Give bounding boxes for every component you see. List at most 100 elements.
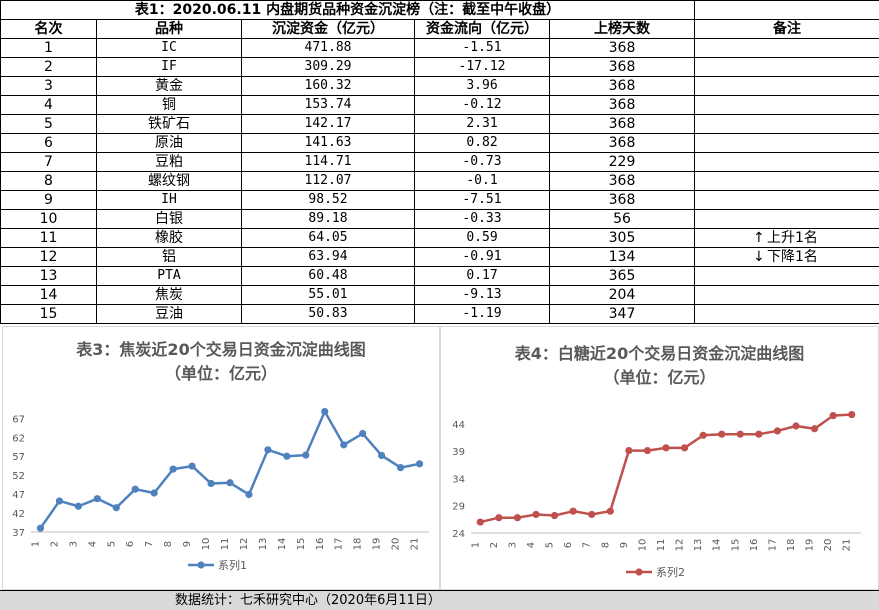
name-cell: 焦炭 [97, 286, 242, 305]
header-deposit: 沉淀资金（亿元） [242, 20, 415, 39]
legend-label: 系列2 [656, 565, 685, 579]
x-tick-label: 1 [30, 541, 41, 547]
data-point [681, 444, 688, 451]
deposit-cell: 142.17 [242, 115, 415, 134]
remark-cell [695, 286, 879, 305]
y-tick-label: 67 [12, 414, 25, 425]
y-tick-label: 42 [12, 509, 25, 520]
deposit-cell: 141.63 [242, 134, 415, 153]
rank-cell: 3 [1, 77, 97, 96]
name-cell: 铁矿石 [97, 115, 242, 134]
legend-marker [197, 561, 204, 568]
x-tick-label: 9 [619, 542, 630, 548]
y-tick-label: 24 [452, 529, 465, 540]
data-point [94, 495, 101, 502]
deposit-cell: 160.32 [242, 77, 415, 96]
flow-cell: -0.91 [415, 248, 550, 267]
deposit-cell: 50.83 [242, 305, 415, 324]
rank-cell: 14 [1, 286, 97, 305]
rank-cell: 8 [1, 172, 97, 191]
flow-cell: -1.19 [415, 305, 550, 324]
data-point [359, 430, 366, 437]
x-tick-label: 3 [507, 542, 518, 548]
x-tick-label: 12 [675, 539, 686, 552]
rank-cell: 10 [1, 210, 97, 229]
x-tick-label: 2 [49, 541, 60, 547]
name-cell: 黄金 [97, 77, 242, 96]
x-tick-label: 12 [239, 538, 250, 551]
data-point [700, 432, 707, 439]
name-cell: PTA [97, 267, 242, 286]
rank-cell: 15 [1, 305, 97, 324]
table-title: 表1：2020.06.11 内盘期货品种资金沉淀榜（注：截至中午收盘） [1, 1, 695, 20]
flow-cell: -1.51 [415, 39, 550, 58]
x-tick-label: 21 [842, 539, 853, 552]
days-cell: 368 [550, 58, 695, 77]
data-point [718, 431, 725, 438]
data-point [302, 452, 309, 459]
remark-cell [695, 153, 879, 172]
x-tick-label: 4 [526, 542, 537, 548]
days-cell: 204 [550, 286, 695, 305]
data-point [830, 412, 837, 419]
x-tick-label: 18 [786, 539, 797, 552]
data-point [792, 422, 799, 429]
header-flow: 资金流向（亿元） [415, 20, 550, 39]
flow-cell: 0.17 [415, 267, 550, 286]
y-tick-label: 34 [452, 474, 465, 485]
data-point [113, 504, 120, 511]
footer-text: 数据统计：七禾研究中心（2020年6月11日） [175, 591, 441, 610]
data-point [551, 512, 558, 519]
remark-cell [695, 39, 879, 58]
x-tick-label: 14 [712, 539, 723, 552]
data-point [321, 408, 328, 415]
days-cell: 368 [550, 39, 695, 58]
days-cell: 365 [550, 267, 695, 286]
rank-cell: 13 [1, 267, 97, 286]
days-cell: 56 [550, 210, 695, 229]
name-cell: IH [97, 191, 242, 210]
days-cell: 368 [550, 115, 695, 134]
header-rank: 名次 [1, 20, 97, 39]
x-tick-label: 13 [693, 539, 704, 552]
x-tick-label: 20 [823, 539, 834, 552]
footer: 数据统计：七禾研究中心（2020年6月11日） [0, 590, 879, 610]
x-tick-label: 6 [125, 541, 136, 547]
name-cell: 原油 [97, 134, 242, 153]
remark-cell [695, 134, 879, 153]
x-tick-label: 3 [68, 541, 79, 547]
deposit-cell: 64.05 [242, 229, 415, 248]
flow-cell: -17.12 [415, 58, 550, 77]
data-point [56, 497, 63, 504]
rank-cell: 11 [1, 229, 97, 248]
data-point [570, 508, 577, 515]
x-tick-label: 16 [749, 539, 760, 552]
x-tick-label: 5 [106, 541, 117, 547]
days-cell: 368 [550, 134, 695, 153]
x-tick-label: 13 [258, 538, 269, 551]
data-point [532, 511, 539, 518]
days-cell: 134 [550, 248, 695, 267]
y-tick-label: 37 [12, 528, 25, 539]
x-tick-label: 11 [220, 538, 231, 551]
header-remark: 备注 [695, 20, 879, 39]
data-point [625, 447, 632, 454]
deposit-cell: 471.88 [242, 39, 415, 58]
data-point [755, 431, 762, 438]
y-tick-label: 47 [12, 490, 25, 501]
y-tick-label: 57 [12, 452, 25, 463]
x-tick-label: 19 [805, 539, 816, 552]
remark-cell [695, 58, 879, 77]
data-point [774, 427, 781, 434]
